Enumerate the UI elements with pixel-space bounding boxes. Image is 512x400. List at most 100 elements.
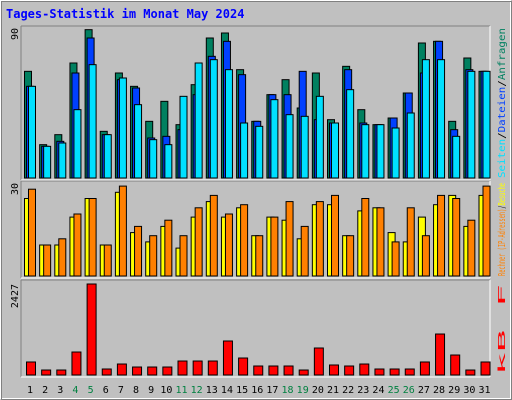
x-tick-label: 3	[57, 385, 63, 396]
bar	[452, 198, 461, 277]
bar	[465, 369, 476, 376]
legend-entry: Seiten	[497, 139, 508, 178]
bar	[283, 365, 294, 376]
bar	[73, 213, 82, 277]
bar	[56, 369, 67, 376]
legend-entry: Dateien	[497, 87, 508, 133]
bar	[285, 201, 294, 277]
bar	[240, 204, 249, 277]
bar	[361, 124, 370, 179]
bar	[331, 194, 339, 277]
bar	[147, 366, 158, 376]
x-tick-label: 13	[206, 385, 218, 396]
bar	[255, 235, 264, 277]
bar	[43, 145, 52, 179]
x-tick-label: 30	[463, 385, 475, 396]
bar	[346, 235, 355, 277]
x-tick-label: 31	[478, 385, 490, 396]
bar	[86, 283, 97, 376]
x-tick-label: 11	[175, 385, 187, 396]
x-tick-label: 8	[133, 385, 139, 396]
bar	[41, 369, 52, 376]
bar	[467, 219, 476, 277]
bar	[344, 365, 355, 376]
bar	[134, 225, 143, 277]
x-tick-label: 20	[312, 385, 324, 396]
bar	[194, 62, 203, 179]
x-tick-label: 16	[251, 385, 263, 396]
y-tick-label: 90	[10, 28, 21, 40]
bar	[103, 244, 112, 277]
x-tick-label: 22	[342, 385, 354, 396]
bar	[179, 95, 188, 179]
x-tick-label: 4	[72, 385, 78, 396]
bar	[298, 369, 309, 376]
legend: Rechner (IP-Adressen)/Besuche	[497, 183, 508, 276]
bar	[346, 89, 355, 179]
bar	[222, 340, 233, 376]
x-tick-label: 2	[42, 385, 48, 396]
bar	[103, 134, 112, 179]
legend-entry: Rechner (IP-Adressen)	[497, 209, 508, 276]
x-tick-label: 28	[433, 385, 445, 396]
bar	[58, 238, 67, 277]
bar	[270, 99, 279, 179]
bar	[300, 115, 309, 179]
x-tick-label: 19	[297, 385, 309, 396]
bar	[118, 185, 127, 277]
x-tick-label: 7	[118, 385, 124, 396]
x-tick-label: 23	[357, 385, 369, 396]
bar	[406, 207, 415, 277]
bar	[391, 241, 400, 277]
bar	[207, 360, 218, 376]
x-tick-label: 26	[403, 385, 415, 396]
bar	[209, 59, 218, 179]
bar	[374, 368, 385, 376]
bar	[300, 225, 309, 277]
bar	[134, 104, 143, 179]
legend-separator: /	[497, 132, 508, 139]
bar	[177, 360, 188, 376]
x-tick-label: 14	[221, 385, 233, 396]
bar	[452, 135, 461, 179]
bar	[406, 112, 415, 179]
bar	[132, 366, 143, 376]
bar	[391, 127, 400, 179]
bar	[376, 207, 385, 277]
bar	[437, 194, 446, 277]
legend-entry: Anfragen	[497, 28, 508, 80]
x-tick-label: 15	[236, 385, 248, 396]
bar	[389, 368, 400, 376]
x-tick-label: 5	[88, 385, 94, 396]
x-tick-label: 6	[103, 385, 109, 396]
bar	[149, 235, 158, 277]
bar	[482, 70, 491, 179]
bar	[421, 59, 430, 179]
legend: Seiten/Dateien/Anfragen	[497, 28, 508, 178]
bar	[437, 59, 446, 179]
bar	[331, 122, 339, 179]
bar	[268, 365, 279, 376]
bar	[192, 360, 203, 376]
bar	[313, 347, 324, 376]
bar	[28, 188, 36, 277]
bar	[224, 213, 233, 277]
bar	[26, 361, 36, 376]
bar	[28, 85, 36, 179]
bar	[450, 354, 461, 376]
bar	[43, 244, 52, 277]
legend-separator: /	[497, 205, 508, 208]
bar	[270, 216, 279, 277]
bar	[376, 124, 385, 179]
chart-title: Tages-Statistik im Monat May 2024	[6, 7, 244, 21]
bar	[253, 365, 264, 376]
bar	[315, 201, 324, 277]
bar	[482, 185, 491, 277]
bar	[404, 368, 415, 376]
x-tick-label: 21	[327, 385, 339, 396]
x-tick-label: 9	[148, 385, 154, 396]
y-tick-label: 30	[10, 183, 21, 195]
bar	[238, 357, 249, 376]
